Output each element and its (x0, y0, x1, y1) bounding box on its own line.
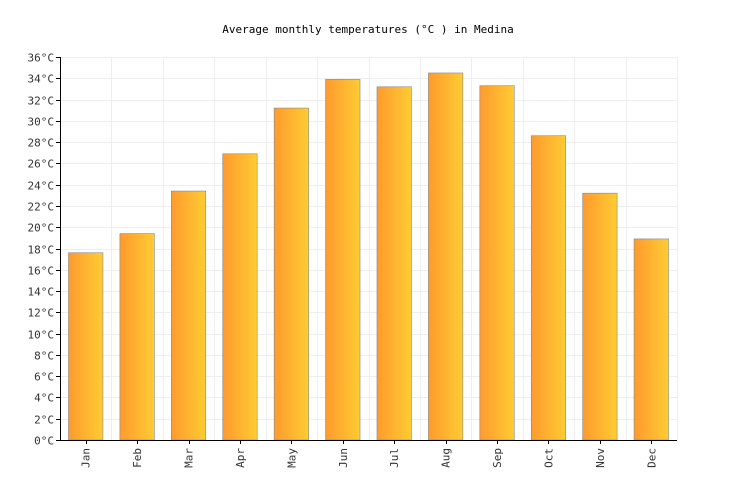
y-tick-label: 34°C (28, 73, 55, 86)
y-tick-label: 28°C (28, 137, 55, 150)
y-tick-label: 26°C (28, 158, 55, 171)
y-tick-label: 24°C (28, 180, 55, 193)
bar-may (273, 107, 309, 441)
y-tick-label: 32°C (28, 95, 55, 108)
y-tick-label: 30°C (28, 116, 55, 129)
y-tick-label: 12°C (28, 307, 55, 320)
x-tick-label: Sep (491, 448, 504, 468)
x-tick-labels: Jan Feb Mar Apr May Jun Jul Aug Sep Oct Nov Dec (80, 448, 659, 468)
bar-jul (376, 86, 412, 441)
bar-jan (68, 252, 104, 441)
x-tick-label: Mar (183, 448, 196, 468)
bar-feb (119, 233, 155, 441)
bar-apr (222, 153, 258, 441)
y-tick-label: 0°C (34, 435, 54, 448)
y-tick-label: 10°C (28, 329, 55, 342)
x-tick-label: Jun (337, 448, 350, 468)
y-tick-label: 22°C (28, 201, 55, 214)
bar-aug (428, 72, 464, 441)
y-tick-label: 16°C (28, 265, 55, 278)
bar-jun (325, 79, 361, 441)
y-tick-label: 4°C (34, 392, 54, 405)
y-tick-label: 2°C (34, 414, 54, 427)
bar-mar (171, 190, 207, 441)
x-tick-label: Aug (440, 448, 453, 468)
bar-sep (479, 85, 515, 441)
y-tick-labels: 0°C 2°C 4°C 6°C 8°C 10°C 12°C 14°C 16°C 18°C 20°C 2… (28, 52, 55, 448)
x-tick-label: May (285, 448, 298, 468)
y-tick-label: 6°C (34, 371, 54, 384)
bars (68, 72, 669, 441)
chart-title: Average monthly temperatures (°C ) in Me… (222, 23, 513, 36)
y-tick-label: 8°C (34, 350, 54, 363)
x-tick-label: Dec (645, 448, 658, 468)
y-tick-label: 36°C (28, 52, 55, 65)
x-tick-label: Jul (388, 448, 401, 468)
x-tick-label: Feb (131, 448, 144, 468)
bar-dec (633, 238, 669, 441)
x-tick-label: Apr (234, 448, 247, 468)
x-tick-label: Nov (594, 448, 607, 468)
axes (56, 57, 677, 444)
y-tick-label: 14°C (28, 286, 55, 299)
bar-oct (530, 135, 566, 441)
bar-nov (582, 192, 618, 441)
grid-lines (60, 57, 678, 441)
x-tick-label: Oct (542, 448, 555, 468)
y-tick-label: 18°C (28, 244, 55, 257)
y-tick-label: 20°C (28, 222, 55, 235)
x-tick-label: Jan (80, 448, 93, 468)
